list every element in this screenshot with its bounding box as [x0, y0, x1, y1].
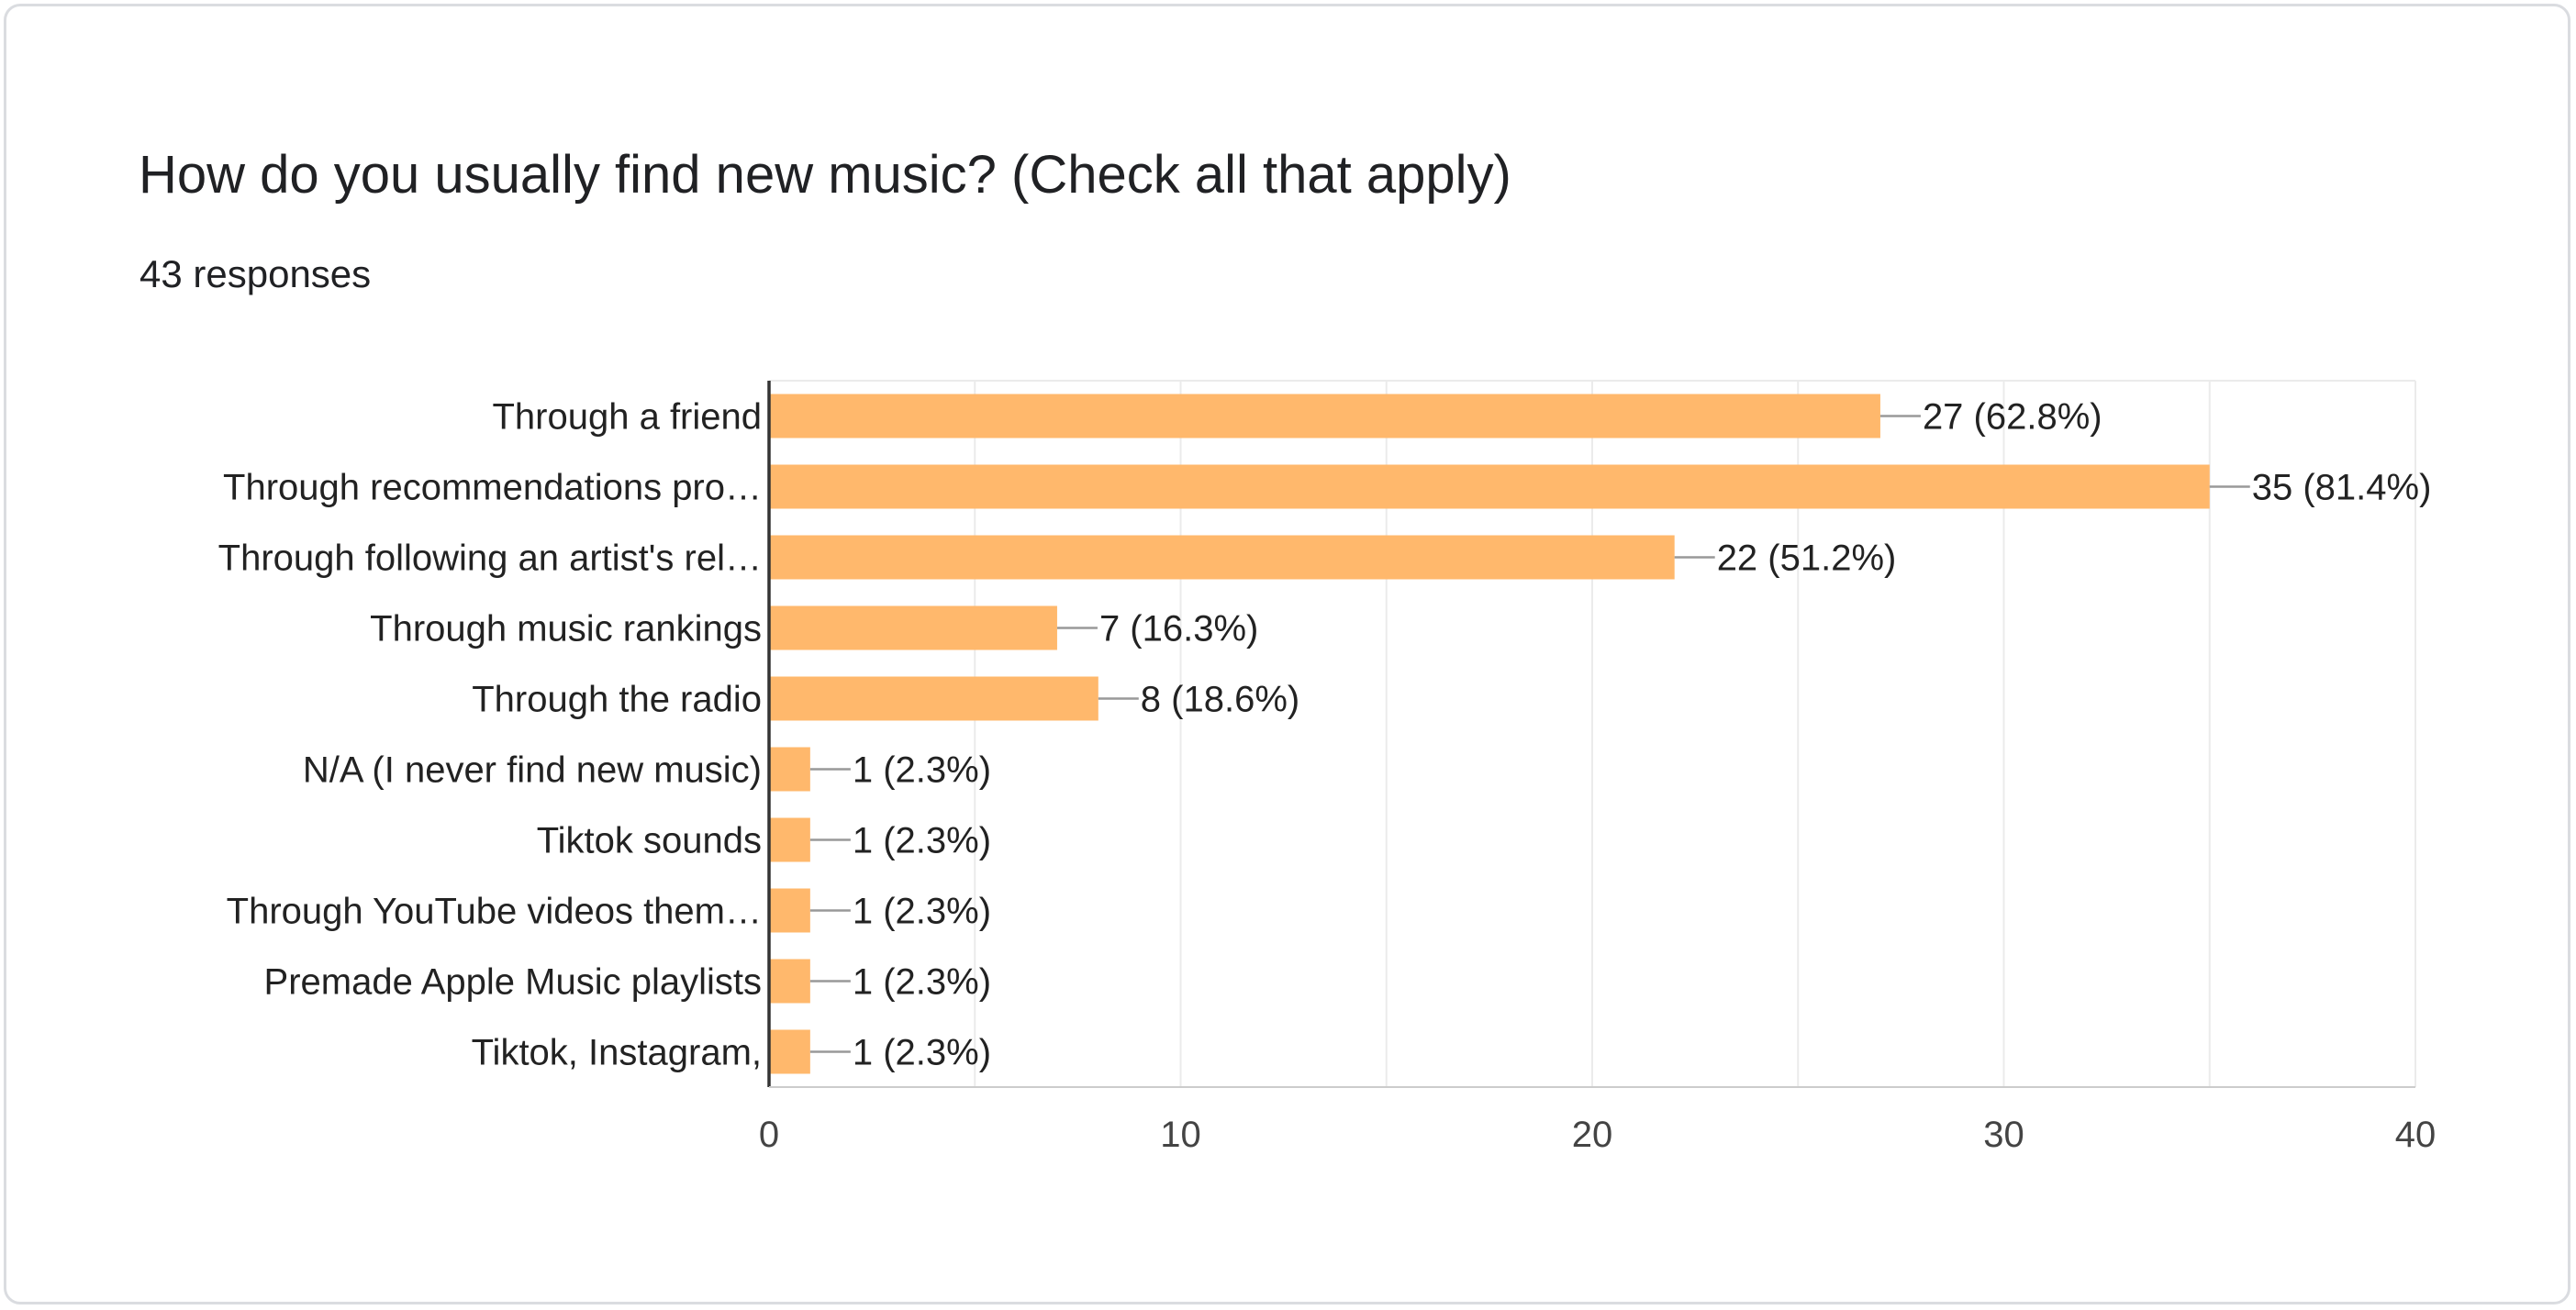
x-tick-label: 20 [1572, 1115, 1613, 1155]
category-label: Through the radio [472, 680, 762, 720]
category-label: Tiktok sounds [537, 821, 762, 861]
x-tick-label: 10 [1160, 1115, 1201, 1155]
category-label: Through a friend [492, 397, 762, 438]
data-label: 27 (62.8%) [1923, 397, 2102, 438]
category-label: Tiktok, Instagram, [472, 1033, 762, 1073]
bar [769, 959, 810, 1004]
x-tick-label: 30 [1983, 1115, 2024, 1155]
data-label: 35 (81.4%) [2252, 468, 2432, 508]
data-label: 1 (2.3%) [853, 821, 991, 861]
bar [769, 817, 810, 862]
category-label: Through following an artist's rel… [218, 538, 762, 579]
bar [769, 747, 810, 792]
response-count: 43 responses [139, 252, 372, 295]
data-label: 22 (51.2%) [1717, 538, 1897, 579]
bar [769, 888, 810, 933]
data-label: 1 (2.3%) [853, 1033, 991, 1073]
data-label: 1 (2.3%) [853, 750, 991, 791]
bar [769, 464, 2210, 509]
data-label: 8 (18.6%) [1141, 680, 1299, 720]
question-title: How do you usually find new music? (Chec… [139, 145, 1511, 205]
x-tick-label: 0 [759, 1115, 779, 1155]
bar [769, 535, 1675, 580]
bar [769, 605, 1057, 650]
data-label: 7 (16.3%) [1099, 609, 1258, 649]
bar [769, 394, 1880, 439]
bar [769, 1029, 810, 1074]
data-label: 1 (2.3%) [853, 892, 991, 932]
category-label: Through music rankings [370, 609, 762, 649]
data-label: 1 (2.3%) [853, 962, 991, 1003]
x-tick-label: 40 [2395, 1115, 2437, 1155]
bar [769, 676, 1098, 721]
category-label: Premade Apple Music playlists [264, 962, 762, 1003]
category-label: N/A (I never find new music) [303, 750, 762, 791]
category-label: Through recommendations pro… [223, 468, 762, 508]
category-label: Through YouTube videos them… [227, 892, 762, 932]
